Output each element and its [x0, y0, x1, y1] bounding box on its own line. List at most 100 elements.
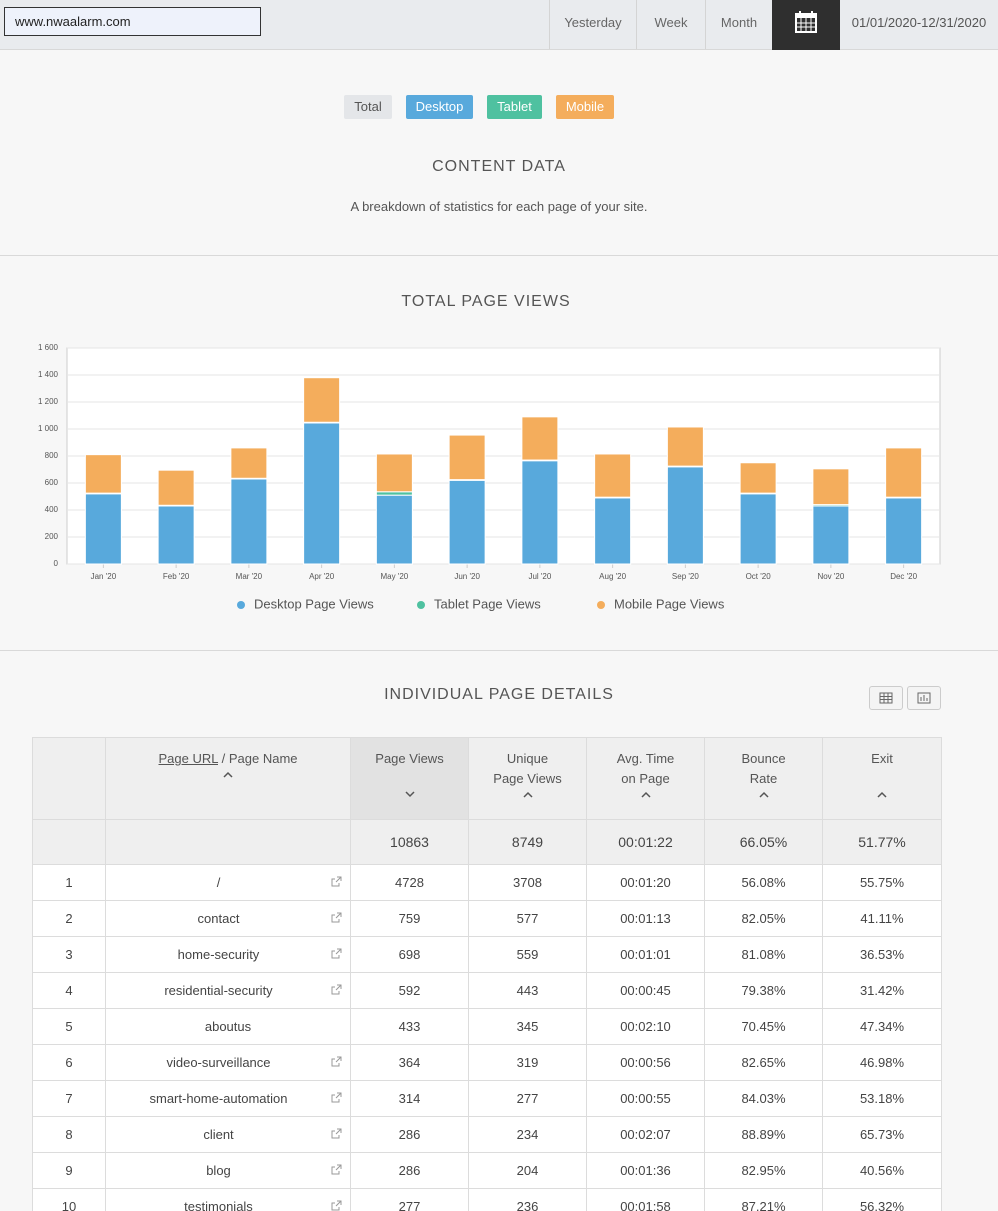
icon-shape [331, 1200, 342, 1211]
cell-text: 698 [398, 947, 421, 962]
cell: 8 [32, 1116, 106, 1153]
cell: 364 [350, 1044, 469, 1081]
date-range[interactable]: 01/01/2020-12/31/2020 [851, 15, 987, 30]
external-link-icon[interactable] [331, 984, 342, 995]
header-cell[interactable]: Bounce Rate [704, 737, 823, 820]
x-tick-label: Jul '20 [528, 572, 551, 581]
cell: 698 [350, 936, 469, 973]
cell: 443 [468, 972, 587, 1009]
cell-text: 286 [398, 1127, 421, 1142]
cell-text: 3708 [513, 875, 542, 890]
legend-label: Tablet Page Views [434, 596, 541, 611]
chart-title: TOTAL PAGE VIEWS [401, 293, 570, 310]
header-cell[interactable]: Page Views [350, 737, 469, 820]
period-button[interactable]: Yesterday [549, 0, 636, 49]
table-row: 3 home-security 698 559 00:01:01 81.08% 36.53% [32, 936, 942, 973]
bar-segment [84, 493, 122, 565]
divider [0, 255, 998, 256]
header-cell[interactable]: Avg. Time on Page [586, 737, 705, 820]
period-button[interactable]: Month [705, 0, 772, 49]
x-tick-label: Jun '20 [454, 572, 480, 581]
cell-text: 236 [516, 1199, 539, 1211]
x-tick-label: Oct '20 [746, 572, 772, 581]
cell: 82.65% [704, 1044, 823, 1081]
cell: 277 [468, 1080, 587, 1117]
page-details-table: Page URL / Page Name Page Views Unique Pa… [32, 737, 942, 1211]
cell-text: 4 [65, 983, 73, 998]
header-label: Unique Page Views [493, 751, 562, 786]
cell: 47.34% [822, 1008, 942, 1045]
header-cell[interactable]: Unique Page Views [468, 737, 587, 820]
cell-text: 00:00:56 [620, 1055, 671, 1070]
external-link-icon[interactable] [331, 1164, 342, 1175]
cell-text: 84.03% [741, 1091, 786, 1106]
divider [0, 650, 998, 651]
external-link-icon[interactable] [331, 876, 342, 887]
cell: 53.18% [822, 1080, 942, 1117]
cell: 592 [350, 972, 469, 1009]
total-cell: 00:01:22 [586, 819, 705, 865]
x-tick-label: Aug '20 [599, 572, 626, 581]
sort-icon [640, 791, 651, 798]
cell: 5 [32, 1008, 106, 1045]
x-tick-label: Nov '20 [817, 572, 844, 581]
cell: 234 [468, 1116, 587, 1153]
page-name: client [203, 1127, 234, 1142]
page-name: video-surveillance [166, 1055, 271, 1070]
y-tick-label: 800 [45, 451, 59, 460]
cell-text: 433 [398, 1019, 421, 1034]
cell-text: 31.42% [859, 983, 905, 998]
site-select[interactable]: www.nwaalarm.com [4, 7, 261, 36]
sort-arrow [404, 791, 415, 798]
external-link-icon[interactable] [331, 1056, 342, 1067]
filter-button[interactable]: Tablet [487, 95, 542, 119]
legend-marker [417, 601, 425, 609]
cell: 6 [32, 1044, 106, 1081]
cell-text: 8 [65, 1127, 73, 1142]
cell: 3 [32, 936, 106, 973]
external-link-icon[interactable] [331, 1092, 342, 1103]
cell: 4 [32, 972, 106, 1009]
x-tick-label: Jan '20 [91, 572, 117, 581]
cell: 9 [32, 1152, 106, 1189]
filter-button[interactable]: Mobile [556, 95, 614, 119]
external-link-icon[interactable] [331, 948, 342, 959]
filter-button[interactable]: Total [344, 95, 392, 119]
total-cell: 10863 [350, 819, 469, 865]
table-view-toggle[interactable] [869, 686, 903, 710]
cell-text: 7 [65, 1091, 73, 1106]
header-cell[interactable]: Exit [822, 737, 942, 820]
cell: 46.98% [822, 1044, 942, 1081]
cell-text: 82.05% [741, 911, 786, 926]
table-row: 10 testimonials 277 236 00:01:58 87.21% 56.32% [32, 1188, 942, 1211]
calendar-button[interactable] [772, 0, 840, 50]
external-link-icon[interactable] [331, 912, 342, 923]
cell: 4728 [350, 864, 469, 901]
cell: 56.08% [704, 864, 823, 901]
header-cell[interactable]: Page URL / Page Name [105, 737, 351, 820]
cell: 00:01:36 [586, 1152, 705, 1189]
cell-text: 1 [65, 875, 73, 890]
header-label: Avg. Time on Page [616, 751, 675, 786]
bar-segment [375, 491, 413, 496]
external-link-icon[interactable] [331, 1128, 342, 1139]
external-link-icon[interactable] [331, 1200, 342, 1211]
legend-marker [237, 601, 245, 609]
cell: 00:01:01 [586, 936, 705, 973]
cell-text: 577 [516, 911, 539, 926]
bar-segment [448, 479, 486, 565]
period-button[interactable]: Week [636, 0, 705, 49]
bar-segment [521, 460, 559, 565]
cell: 84.03% [704, 1080, 823, 1117]
table-icon [879, 692, 893, 704]
sort-arrow [640, 791, 651, 798]
cell: 00:01:20 [586, 864, 705, 901]
chart-view-toggle[interactable] [907, 686, 941, 710]
cell-text: 759 [398, 911, 421, 926]
sort-icon [404, 791, 415, 798]
table-row: 6 video-surveillance 364 319 00:00:56 82.65% 4… [32, 1044, 942, 1081]
cell: 236 [468, 1188, 587, 1211]
cell: 759 [350, 900, 469, 937]
page-name: testimonials [184, 1199, 253, 1211]
filter-button[interactable]: Desktop [406, 95, 473, 119]
